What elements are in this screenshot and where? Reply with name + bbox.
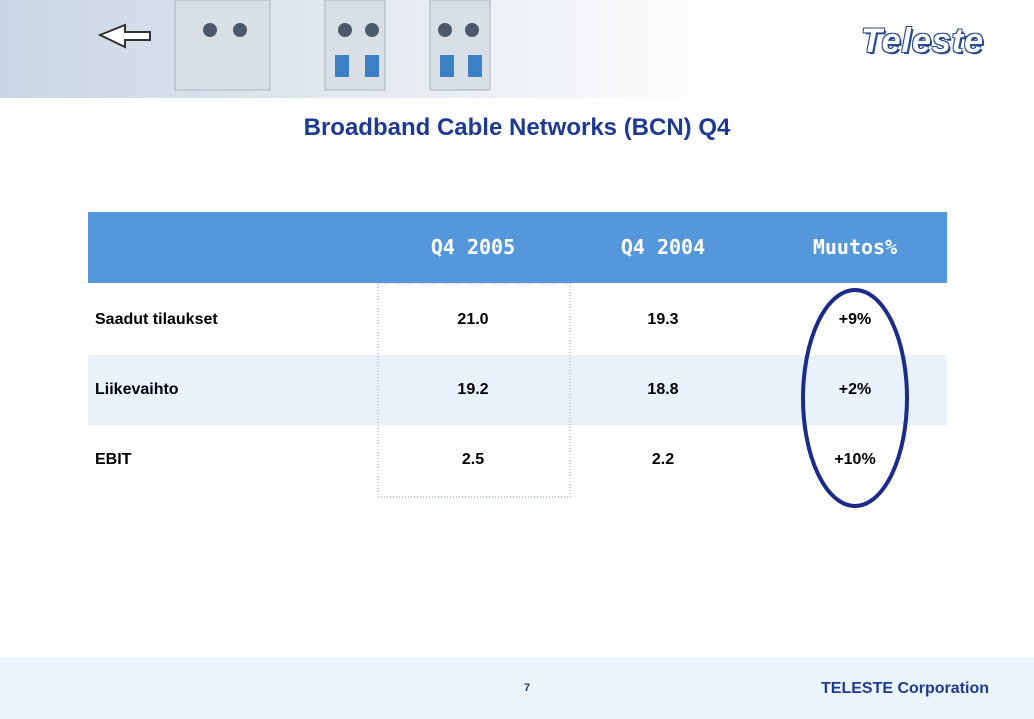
- highlight-ellipse: [803, 290, 907, 506]
- annotations: [0, 0, 1034, 719]
- highlight-box: [378, 283, 570, 497]
- slide: Teleste Broadband Cable Networks (BCN) Q…: [0, 0, 1034, 719]
